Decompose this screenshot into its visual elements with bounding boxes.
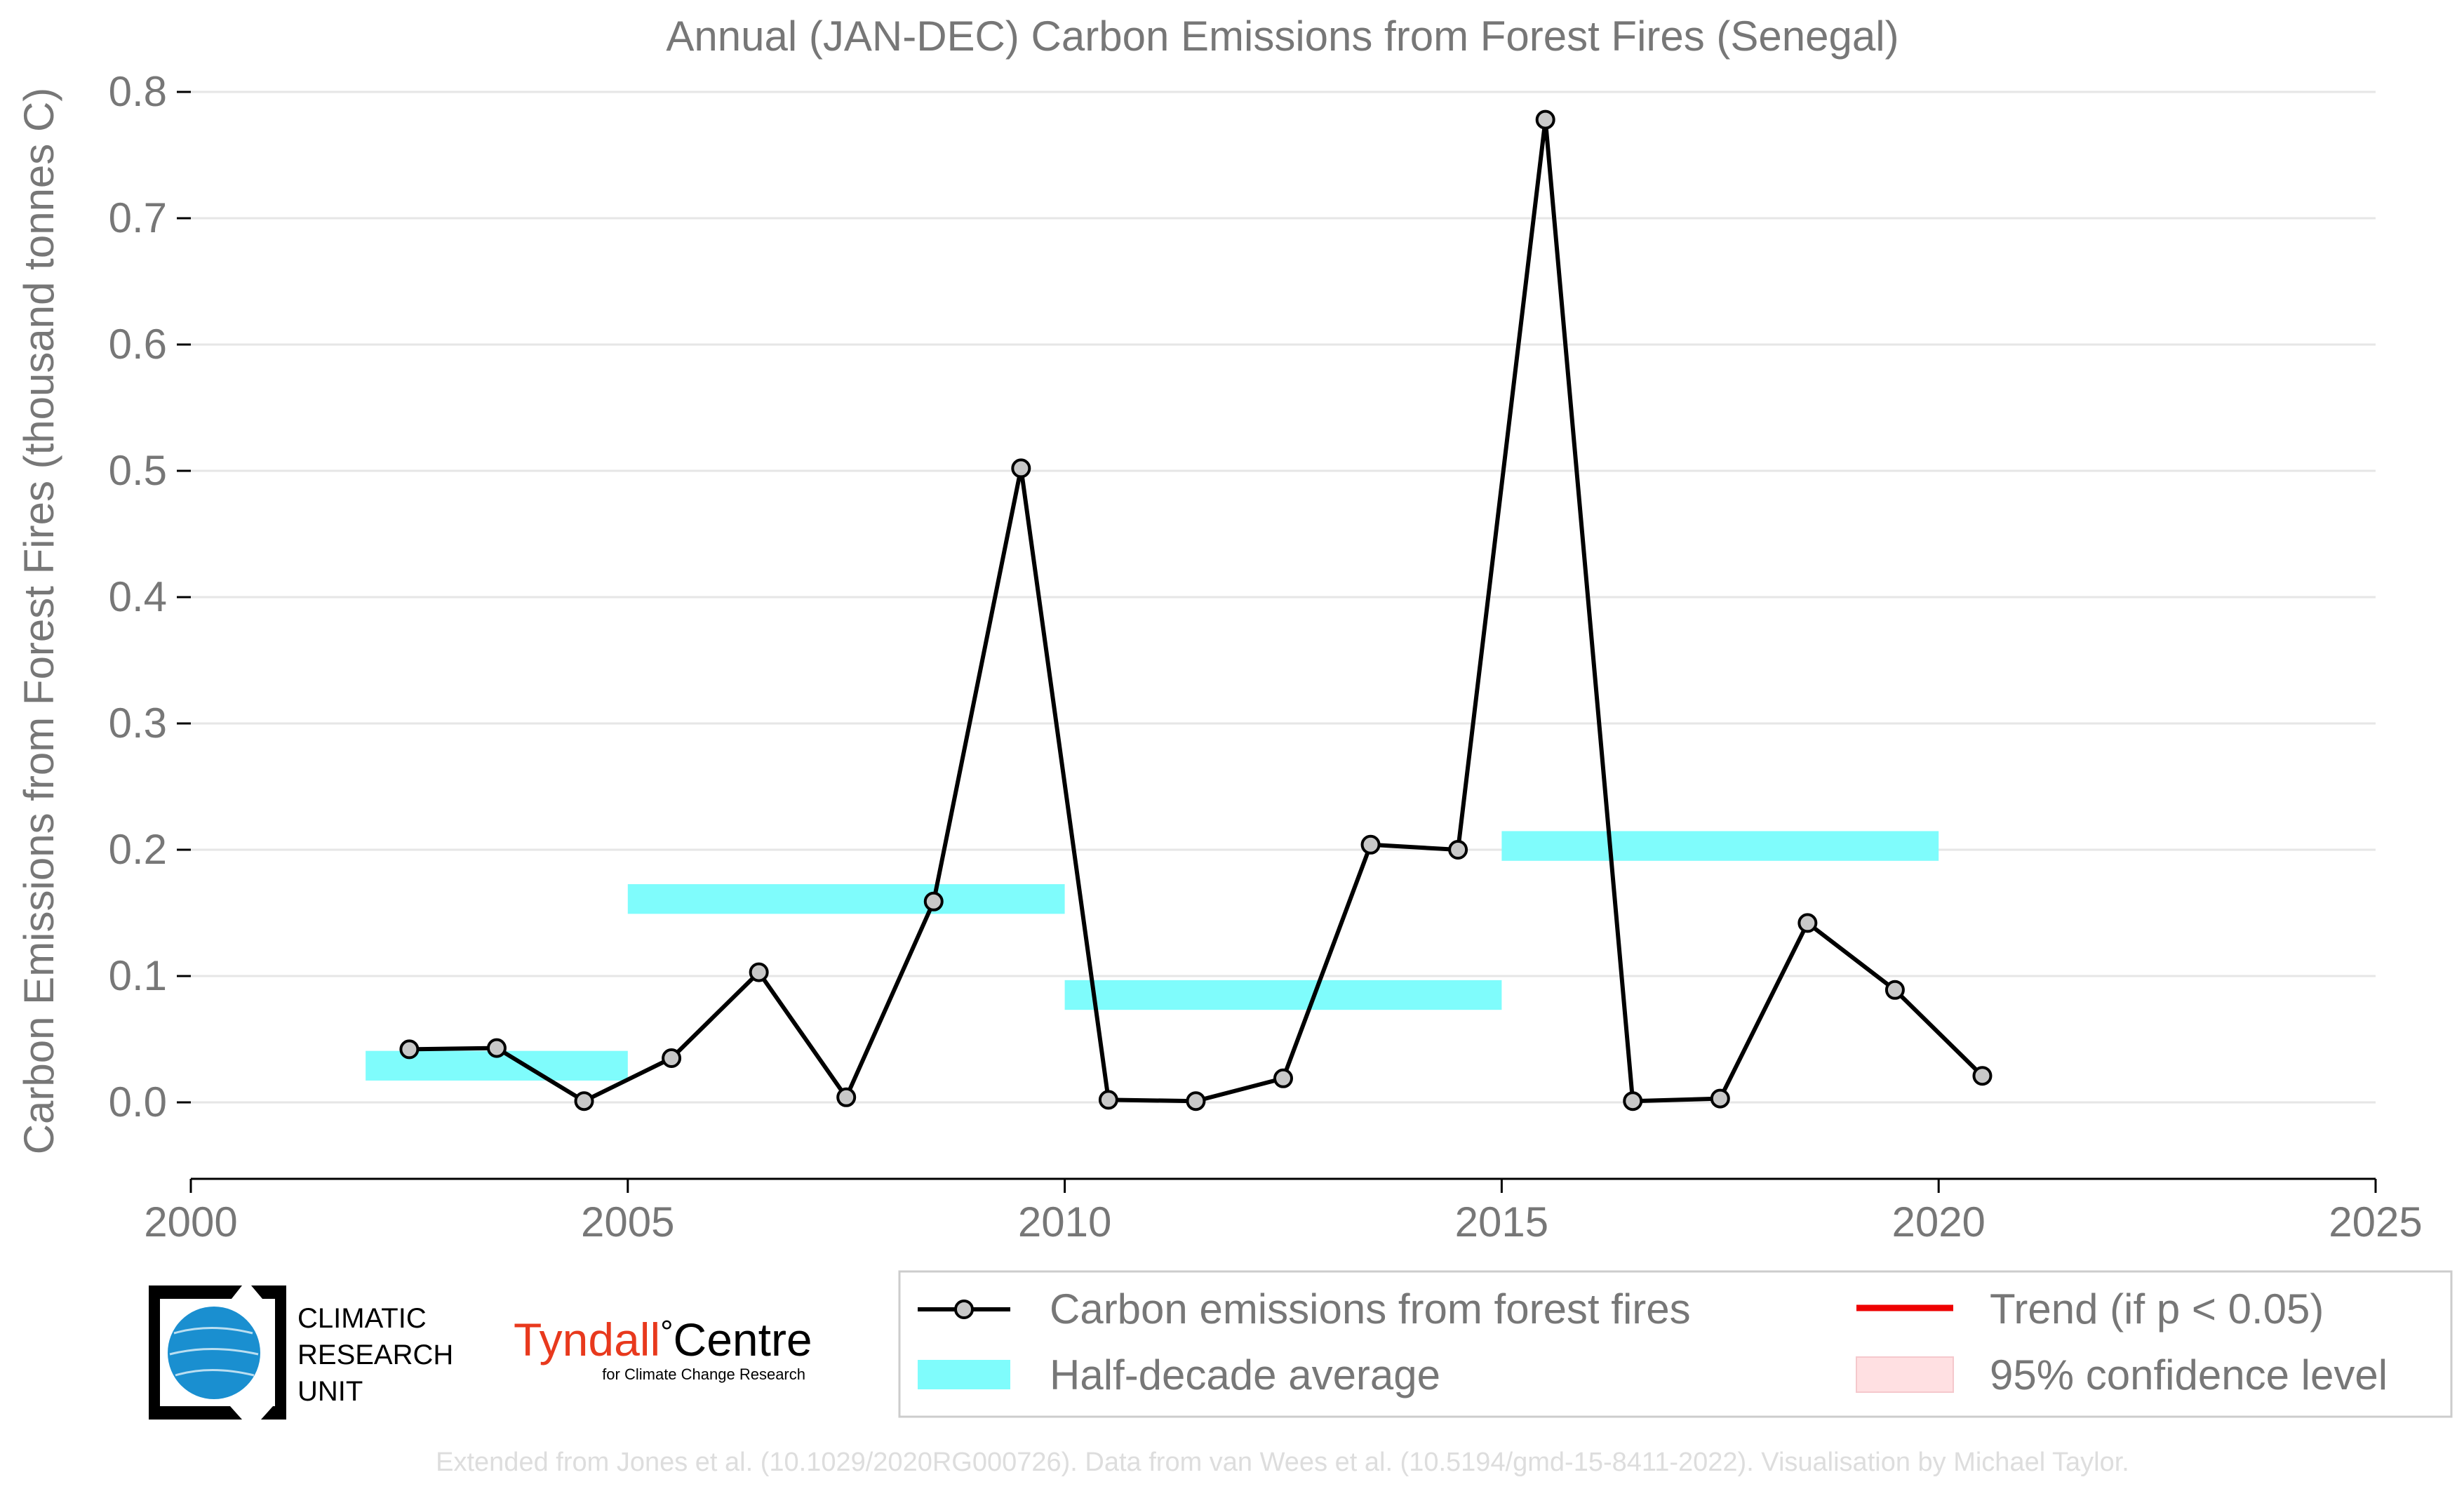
half-decade-band-2 [1064, 980, 1502, 1010]
x-tick-label-2015: 2015 [1455, 1198, 1548, 1245]
y-axis-label: Carbon Emissions from Forest Fires (thou… [15, 88, 62, 1155]
legend-label-trend: Trend (if p < 0.05) [1990, 1285, 2324, 1333]
y-tick-label-0.0: 0.0 [109, 1078, 167, 1126]
data-point-2013.5 [1360, 834, 1381, 855]
data-point-2014.5 [1448, 840, 1468, 860]
data-point-2017.5 [1710, 1088, 1730, 1109]
data-point-2002.5 [399, 1039, 420, 1060]
svg-text:Tyndall°Centre: Tyndall°Centre [514, 1314, 812, 1365]
tyndall-word: Tyndall [514, 1314, 660, 1365]
series-layer [399, 109, 1993, 1111]
x-tick-label-2020: 2020 [1891, 1198, 1985, 1245]
data-point-2015.5 [1535, 109, 1555, 130]
legend-label-ci: 95% confidence level [1990, 1351, 2388, 1398]
data-point-2005.5 [662, 1048, 682, 1068]
legend-ci-swatch [1856, 1356, 1954, 1393]
x-tick-label-2025: 2025 [2329, 1198, 2422, 1245]
tyndall-logo: Tyndall°Centre for Climate Change Resear… [514, 1314, 812, 1383]
legend-label-band: Half-decade average [1050, 1351, 1440, 1398]
cru-logo-bracket-right [251, 1285, 286, 1420]
cru-line-3: UNIT [297, 1376, 363, 1407]
x-tick-label-2005: 2005 [581, 1198, 674, 1245]
half-decade-band-1 [627, 884, 1065, 914]
data-point-2009.5 [1011, 458, 1031, 479]
chart-title: Annual (JAN-DEC) Carbon Emissions from F… [666, 13, 1899, 60]
data-point-2011.5 [1186, 1091, 1206, 1111]
data-point-2019.5 [1884, 980, 1905, 1000]
y-tick-label-0.4: 0.4 [109, 573, 167, 620]
y-tick-labels: 0.0 0.1 0.2 0.3 0.4 0.5 0.6 0.7 0.8 [109, 68, 167, 1126]
cru-line-2: RESEARCH [297, 1340, 453, 1370]
y-tick-label-0.3: 0.3 [109, 700, 167, 747]
data-point-2012.5 [1273, 1068, 1293, 1088]
y-tick-label-0.7: 0.7 [109, 194, 167, 241]
grid-lines [177, 91, 2376, 1104]
y-tick-label-0.2: 0.2 [109, 826, 167, 873]
series-line [409, 117, 1984, 1104]
legend-label-series: Carbon emissions from forest fires [1050, 1285, 1691, 1333]
legend-series-marker [954, 1300, 974, 1319]
y-tick-label-0.5: 0.5 [109, 447, 167, 494]
data-point-2006.5 [749, 962, 769, 982]
data-point-2003.5 [486, 1038, 507, 1058]
tyndall-degree: ° [660, 1314, 673, 1350]
data-point-2007.5 [836, 1087, 857, 1107]
x-ticks: 2000 2005 2010 2015 2020 2025 [144, 1179, 2423, 1245]
tyndall-centre: Centre [674, 1314, 812, 1365]
y-tick-label-0.1: 0.1 [109, 952, 167, 999]
x-tick-label-2000: 2000 [144, 1198, 237, 1245]
data-point-2016.5 [1623, 1091, 1643, 1111]
half-decade-band-3 [1501, 831, 1939, 861]
data-point-2010.5 [1098, 1090, 1118, 1110]
legend-band-swatch [918, 1360, 1010, 1389]
data-point-2018.5 [1797, 913, 1818, 933]
data-point-2008.5 [923, 891, 944, 911]
cru-line-1: CLIMATIC [297, 1303, 427, 1334]
y-tick-label-0.6: 0.6 [109, 321, 167, 368]
legend-frame [898, 1270, 2453, 1418]
x-tick-label-2010: 2010 [1018, 1198, 1111, 1245]
tyndall-subtitle: for Climate Change Research [602, 1365, 805, 1383]
cru-logo-bracket [149, 1285, 242, 1420]
data-point-2020.5 [1972, 1066, 1993, 1086]
half-decade-bands [366, 831, 1939, 1081]
footer-credit: Extended from Jones et al. (10.1029/2020… [436, 1448, 2129, 1477]
y-tick-label-0.8: 0.8 [109, 68, 167, 115]
data-point-2004.5 [574, 1091, 594, 1111]
legend: Carbon emissions from forest fires Trend… [898, 1270, 2453, 1418]
cru-logo: CLIMATIC RESEARCH UNIT [149, 1285, 453, 1420]
